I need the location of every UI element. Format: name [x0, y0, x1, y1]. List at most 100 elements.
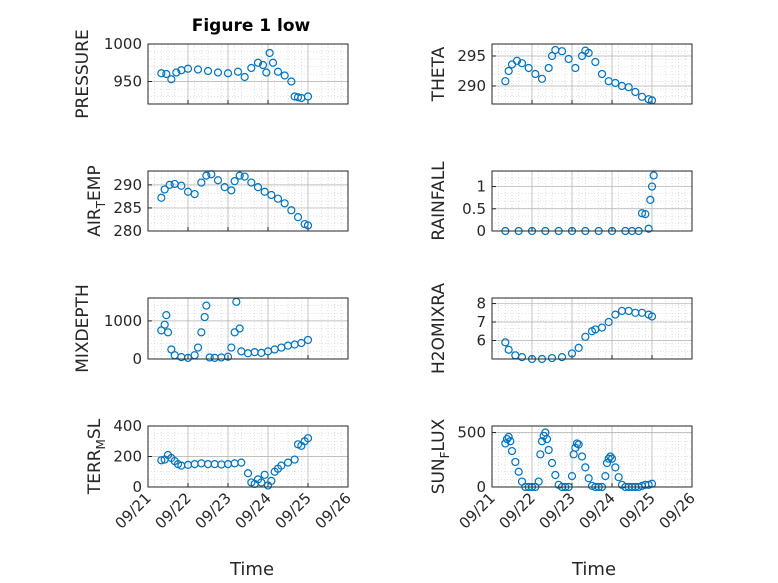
data-point	[501, 439, 510, 448]
data-point	[280, 71, 289, 80]
data-point	[601, 472, 610, 481]
data-point	[544, 63, 553, 73]
subplot-air_temp: 290 285 280 AIRTEMP	[85, 165, 349, 240]
y-tick-label: 290	[113, 176, 142, 194]
y-axis-label: MIXDEPTH	[73, 284, 93, 373]
data-point	[517, 353, 527, 362]
x-tick-label: 09/23	[536, 489, 579, 532]
y-tick-label: 1000	[104, 35, 142, 53]
data-point	[551, 45, 560, 55]
data-point	[235, 324, 244, 333]
data-point	[287, 206, 296, 215]
data-point	[243, 469, 253, 478]
data-point	[213, 176, 223, 185]
subplot-mixdepth: 1000 0 MIXDEPTH	[73, 284, 349, 373]
data-point	[303, 335, 313, 345]
data-point	[572, 439, 582, 448]
data-point	[268, 58, 278, 67]
data-point	[646, 195, 655, 204]
data-point	[303, 434, 313, 443]
data-point	[571, 63, 580, 73]
data-point	[637, 308, 647, 317]
data-point	[611, 78, 620, 88]
axes-frame	[491, 170, 693, 232]
data-point	[163, 328, 173, 337]
y-tick-label: 950	[113, 73, 142, 91]
subplot-pressure: 1000 950 PRESSURE	[73, 29, 349, 119]
data-point	[233, 67, 243, 76]
data-point	[183, 353, 193, 362]
data-point	[230, 177, 239, 186]
data-point	[624, 306, 633, 316]
axes-frame	[147, 43, 349, 105]
data-point	[260, 470, 269, 479]
data-point	[542, 434, 552, 444]
data-point	[237, 458, 246, 467]
data-point	[577, 452, 587, 461]
y-tick-label: 1	[476, 178, 486, 196]
data-point	[649, 171, 658, 180]
x-axis-label-right: Time	[571, 559, 616, 580]
y-tick-label: 1000	[104, 312, 142, 330]
data-point	[511, 351, 520, 360]
y-axis-label: TERRMSL	[85, 418, 108, 495]
data-point	[581, 332, 590, 341]
data-point	[157, 193, 166, 202]
data-point	[647, 182, 657, 191]
data-point	[193, 343, 203, 352]
data-point	[504, 66, 513, 76]
x-tick-label: 09/25	[616, 489, 659, 532]
x-tick-label: 09/24	[576, 489, 619, 532]
y-tick-label: 8	[476, 295, 486, 313]
data-point	[280, 199, 289, 208]
data-point	[647, 312, 657, 321]
data-point	[223, 69, 233, 78]
data-point	[240, 72, 249, 82]
data-point	[257, 478, 266, 487]
y-tick-label: 200	[113, 448, 142, 466]
data-point	[631, 87, 640, 97]
data-point	[293, 213, 303, 222]
x-tick-label: 09/22	[152, 489, 195, 532]
data-point	[602, 458, 612, 468]
y-tick-label: 0	[476, 478, 486, 496]
data-point	[165, 180, 174, 189]
data-point	[210, 353, 219, 362]
axes-frame	[147, 425, 349, 488]
y-tick-label: 0.5	[462, 200, 486, 218]
data-point	[303, 92, 313, 101]
data-point	[190, 189, 199, 199]
data-point	[611, 463, 620, 472]
data-point	[567, 349, 577, 358]
data-point	[607, 454, 617, 463]
data-point	[604, 454, 613, 463]
data-point	[504, 432, 513, 441]
data-point	[644, 224, 653, 233]
data-point	[190, 460, 199, 469]
data-point	[641, 210, 650, 219]
data-point	[203, 66, 213, 76]
x-axis-label-left: Time	[229, 559, 274, 580]
x-tick-label: 09/26	[312, 489, 355, 532]
subplot-h2omixra: 876 H2OMIXRA	[429, 283, 693, 374]
y-tick-label: 0	[476, 222, 486, 240]
data-point	[160, 185, 169, 194]
axes-frame	[491, 43, 693, 105]
data-point	[202, 171, 211, 180]
y-tick-label: 400	[113, 417, 142, 435]
data-point	[524, 63, 533, 73]
data-point	[604, 317, 613, 327]
data-point	[223, 352, 233, 361]
data-point	[624, 83, 633, 92]
figure-title: Figure 1 low	[192, 16, 311, 36]
x-tick-label: 09/26	[656, 489, 699, 532]
data-point	[531, 69, 540, 79]
data-point	[303, 221, 313, 230]
y-tick-label: 0	[132, 350, 142, 368]
data-point	[247, 63, 256, 73]
data-point	[243, 349, 253, 358]
data-point	[637, 209, 647, 218]
data-point	[157, 69, 166, 78]
